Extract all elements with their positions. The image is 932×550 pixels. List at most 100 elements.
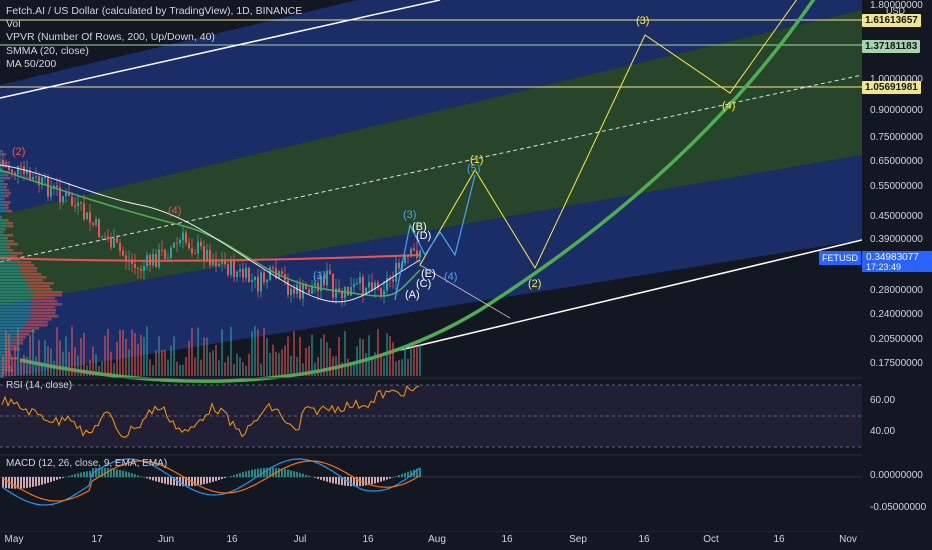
volume-bar xyxy=(146,326,148,376)
macd-label[interactable]: MACD (12, 26, close, 9, EMA, EMA) xyxy=(6,458,168,469)
volume-bar xyxy=(14,346,16,376)
vpvr-up xyxy=(0,327,22,330)
vpvr-down xyxy=(19,330,35,333)
volume-bar xyxy=(341,362,343,376)
vpvr-down xyxy=(7,369,14,372)
indicator-smma[interactable]: SMMA (20, close) xyxy=(6,44,89,57)
vpvr-up xyxy=(0,252,13,255)
candle xyxy=(116,237,118,243)
vpvr-down xyxy=(7,222,13,225)
candle xyxy=(170,247,172,258)
candle xyxy=(167,257,169,259)
rsi-line xyxy=(1,385,420,438)
vpvr-down xyxy=(18,264,35,267)
vpvr-up xyxy=(0,168,2,171)
candle xyxy=(20,166,22,168)
volume-bar xyxy=(263,328,265,376)
volume-bar xyxy=(2,356,4,376)
indicator-vol[interactable]: Vol xyxy=(6,18,21,31)
vpvr-up xyxy=(0,291,35,294)
vpvr-up xyxy=(0,249,8,252)
chart-canvas[interactable]: (2) (4) (1) (3) (5) (4) (B) (D) (E) (C) … xyxy=(0,0,862,532)
candle xyxy=(143,266,145,272)
macd-hist-bar xyxy=(56,477,58,480)
candle xyxy=(53,185,55,188)
volume-bar xyxy=(113,363,115,376)
bar-countdown: 17:23:49 xyxy=(862,262,932,272)
current-price-tag[interactable]: FETUSD 0.34983077 17:23:49 xyxy=(819,251,932,273)
vpvr-up xyxy=(0,312,31,315)
macd-hist-bar xyxy=(344,477,346,486)
volume-bar xyxy=(209,352,211,376)
time-tick: Sep xyxy=(569,534,587,545)
level-tag-1[interactable]: 1.61613657 xyxy=(862,14,921,27)
volume-bar xyxy=(167,359,169,376)
vpvr-down xyxy=(28,288,52,291)
volume-bar xyxy=(197,327,199,376)
volume-bar xyxy=(179,364,181,376)
volume-bar xyxy=(275,351,277,376)
macd-hist-bar xyxy=(410,470,412,477)
macd-hist-bar xyxy=(404,472,406,477)
candle xyxy=(50,187,52,197)
indicator-vpvr[interactable]: VPVR (Number Of Rows, 200, Up/Down, 40) xyxy=(6,31,215,44)
macd-hist-bar xyxy=(176,477,178,486)
macd-hist-bar xyxy=(218,477,220,481)
candle xyxy=(41,177,43,186)
volume-bar xyxy=(83,332,85,376)
indicator-ma[interactable]: MA 50/200 xyxy=(6,57,57,70)
level-tag-2[interactable]: 1.37181183 xyxy=(862,40,921,53)
wave-label: (3) xyxy=(403,209,416,221)
wave-label: (1) xyxy=(313,270,326,282)
vpvr-down xyxy=(1,168,3,171)
vpvr-up xyxy=(0,279,24,282)
vpvr-up xyxy=(0,330,20,333)
vpvr-up xyxy=(0,318,29,321)
vpvr-up xyxy=(0,237,5,240)
price-tick: 0.65000000 xyxy=(870,156,923,167)
candle xyxy=(290,288,292,295)
macd-hist-bar xyxy=(128,472,130,477)
macd-hist-bar xyxy=(125,471,127,477)
vpvr-up xyxy=(0,186,4,189)
vpvr-down xyxy=(4,183,8,186)
vpvr-down xyxy=(2,180,5,183)
vpvr-up xyxy=(0,243,11,246)
median-dashed-line xyxy=(0,74,862,263)
vpvr-up xyxy=(0,288,29,291)
level-tag-3[interactable]: 1.05691981 xyxy=(862,81,921,94)
macd-hist-bar xyxy=(137,475,139,477)
volume-bar xyxy=(158,336,160,376)
vpvr-down xyxy=(5,363,10,366)
volume-bar xyxy=(71,326,73,376)
macd-hist-bar xyxy=(2,477,4,488)
price-tick: 0.24000000 xyxy=(870,309,923,320)
macd-hist-bar xyxy=(239,472,241,477)
macd-hist-bar xyxy=(290,470,292,477)
candle xyxy=(341,291,343,299)
candle xyxy=(257,276,259,292)
macd-hist-bar xyxy=(158,477,160,483)
rsi-label[interactable]: RSI (14, close) xyxy=(6,380,73,391)
candle xyxy=(209,249,211,266)
candle xyxy=(47,176,49,197)
volume-bar xyxy=(368,335,370,376)
macd-hist-bar xyxy=(146,477,148,479)
volume-bar xyxy=(53,360,55,376)
vpvr-down xyxy=(4,219,9,222)
vpvr-down xyxy=(16,333,30,336)
rsi-tick: 40.00 xyxy=(870,426,896,437)
vpvr-up xyxy=(0,183,5,186)
volume-bar xyxy=(257,329,259,376)
parabolic-curve xyxy=(19,0,816,383)
macd-hist-bar xyxy=(323,477,325,481)
macd-hist-bar xyxy=(197,477,199,486)
symbol-title[interactable]: Fetch.AI / US Dollar (calculated by Trad… xyxy=(6,5,303,17)
macd-hist-bar xyxy=(134,474,136,477)
vpvr-down xyxy=(9,255,18,258)
candle xyxy=(320,275,322,291)
volume-bar xyxy=(284,345,286,376)
volume-bar xyxy=(59,340,61,376)
vpvr-up xyxy=(0,351,6,354)
price-tick: 0.75000000 xyxy=(870,132,923,143)
